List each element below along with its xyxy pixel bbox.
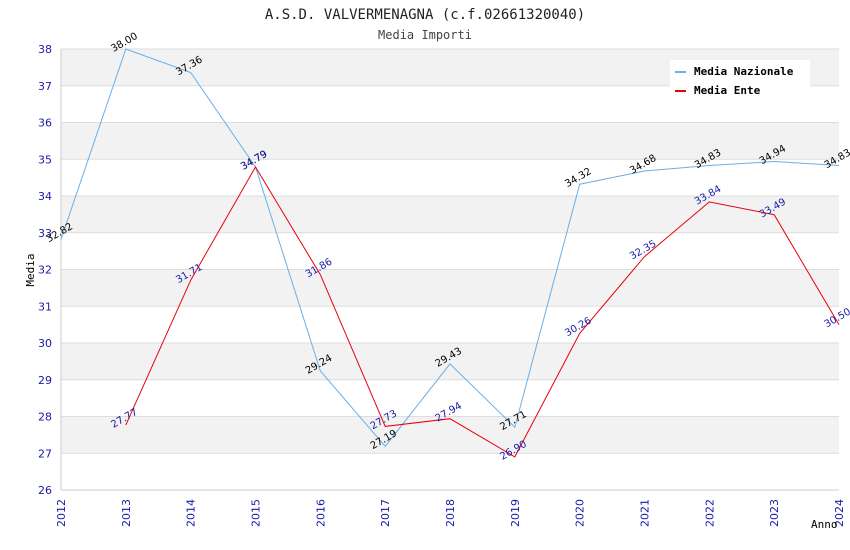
y-tick-label: 38 [38, 43, 52, 56]
x-axis-label: Anno [811, 518, 838, 531]
y-axis-label: Media [24, 253, 37, 286]
grid [60, 48, 839, 491]
y-tick-label: 31 [38, 300, 52, 313]
x-tick-label: 2020 [574, 499, 587, 527]
x-tick-label: 2015 [250, 499, 263, 527]
x-tick-label: 2013 [120, 499, 133, 527]
y-tick-label: 34 [38, 190, 52, 203]
x-tick-label: 2021 [639, 499, 652, 527]
grid-band [61, 122, 839, 160]
y-tick-label: 30 [38, 337, 52, 350]
x-tick-label: 2016 [314, 499, 327, 527]
x-tick-label: 2017 [379, 499, 392, 527]
x-tick-label: 2018 [444, 499, 457, 527]
legend: Media Nazionale Media Ente [670, 60, 810, 98]
x-tick-label: 2019 [509, 499, 522, 527]
y-tick-label: 28 [38, 411, 52, 424]
y-tick-label: 26 [38, 484, 52, 497]
y-tick-label: 29 [38, 374, 52, 387]
y-tick-label: 27 [38, 447, 52, 460]
x-tick-label: 2012 [55, 499, 68, 527]
series-group [60, 48, 840, 458]
x-tick-label: 2023 [768, 499, 781, 527]
x-tick-label: 2024 [833, 499, 846, 527]
legend-label-nazionale: Media Nazionale [694, 65, 794, 78]
grid-band [61, 343, 839, 380]
legend-box [670, 60, 810, 98]
grid-band [61, 453, 839, 490]
x-tick-label: 2014 [185, 499, 198, 527]
y-tick-label: 32 [38, 264, 52, 277]
grid-band [61, 379, 839, 417]
grid-band [61, 196, 839, 233]
x-tick-label: 2022 [703, 499, 716, 527]
y-tick-label: 37 [38, 80, 52, 93]
chart-title: A.S.D. VALVERMENAGNA (c.f.02661320040) [265, 7, 585, 23]
x-axis-ticks: 2012 2013 2014 2015 2016 2017 2018 2019 2020 2021… [55, 499, 846, 527]
grid-band [61, 306, 839, 343]
y-tick-label: 33 [38, 227, 52, 240]
y-tick-label: 36 [38, 117, 52, 130]
y-axis-ticks: 26 27 28 29 30 31 32 33 34 35 36 37 38 [38, 43, 52, 497]
series-line-nazionale [60, 48, 840, 448]
y-tick-label: 35 [38, 153, 52, 166]
legend-label-ente: Media Ente [694, 84, 761, 97]
grid-band [61, 269, 839, 307]
grid-band [61, 416, 839, 454]
chart-subtitle: Media Importi [378, 28, 472, 42]
grid-band [61, 232, 839, 270]
series-line-ente [125, 166, 840, 458]
